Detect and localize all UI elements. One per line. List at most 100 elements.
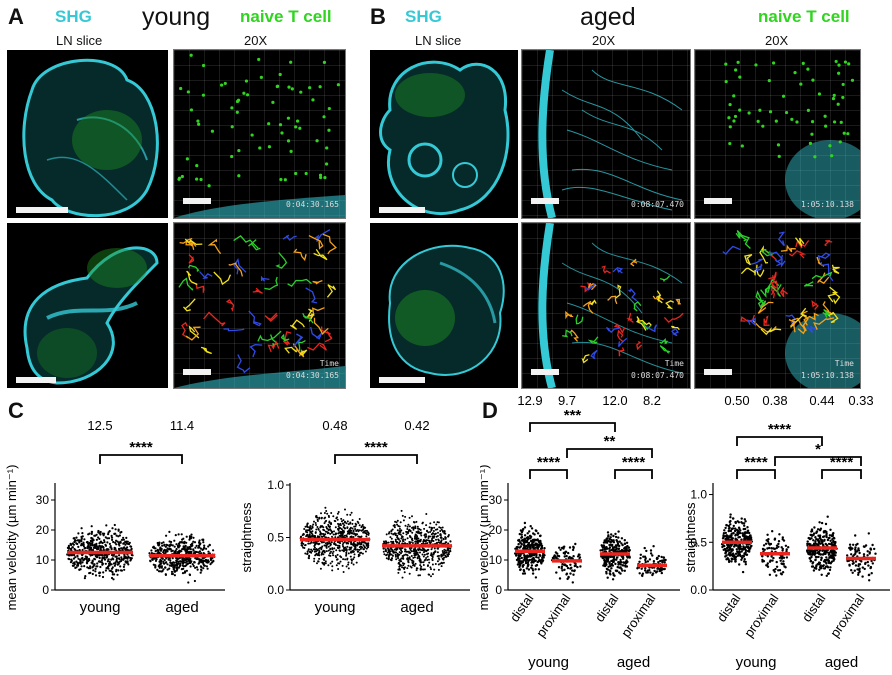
data-point [314, 532, 317, 534]
data-point [101, 532, 104, 535]
data-point [812, 544, 815, 547]
group-label: aged [825, 654, 858, 671]
data-point [425, 524, 428, 527]
data-point [607, 534, 610, 537]
data-point [113, 523, 116, 527]
data-point [817, 544, 820, 547]
time-label: Time [664, 359, 684, 368]
data-point [735, 548, 738, 551]
data-point [108, 560, 111, 563]
tcell-dot [795, 120, 799, 124]
tcell-dot [280, 131, 284, 135]
data-point [166, 568, 169, 571]
data-point [101, 575, 105, 579]
data-point [333, 542, 335, 545]
data-point [437, 563, 440, 566]
data-point [390, 548, 393, 551]
data-point [733, 543, 737, 547]
data-point [328, 526, 331, 529]
data-point [603, 559, 606, 562]
data-point [103, 556, 106, 559]
significance-bracket [99, 454, 183, 464]
data-point [439, 536, 442, 539]
data-point [404, 548, 406, 551]
data-point [313, 546, 316, 549]
data-point [402, 538, 405, 541]
data-point [436, 560, 439, 563]
data-point [825, 565, 828, 568]
cell-track [257, 330, 282, 342]
data-point [606, 531, 610, 534]
data-point [774, 567, 777, 571]
data-point [390, 540, 393, 543]
tcell-dot [324, 162, 329, 166]
data-point [609, 540, 612, 544]
data-point [534, 568, 537, 571]
data-point [766, 565, 770, 568]
panel-a-ln-slice-top [7, 50, 168, 218]
data-point [819, 564, 822, 567]
data-point [110, 558, 113, 561]
data-point [543, 547, 546, 550]
data-point [97, 530, 100, 533]
data-point [120, 569, 123, 572]
data-point [660, 555, 663, 559]
data-point [127, 556, 130, 559]
cell-track [267, 340, 280, 353]
tcell-dot [189, 53, 193, 57]
data-point [612, 539, 615, 542]
cell-track [186, 270, 198, 286]
data-point [357, 550, 360, 553]
significance-label: **** [744, 454, 768, 471]
panel-c-letter: C [8, 398, 24, 423]
data-point [118, 547, 121, 550]
cell-track [665, 300, 675, 310]
data-point [530, 527, 534, 530]
data-point [176, 544, 180, 547]
data-point [69, 547, 72, 550]
data-point [531, 572, 535, 575]
data-point [161, 569, 164, 572]
data-point [641, 572, 645, 575]
data-point [185, 551, 188, 554]
data-point [440, 554, 443, 557]
data-point [437, 568, 440, 571]
data-point [440, 561, 443, 564]
data-point [326, 527, 328, 530]
data-point [854, 534, 857, 537]
data-point [540, 547, 543, 550]
data-point [323, 522, 326, 525]
data-point [176, 560, 179, 563]
cell-track [601, 265, 611, 274]
data-point [113, 532, 116, 535]
data-point [857, 547, 860, 550]
data-point [727, 524, 731, 528]
data-point [187, 581, 190, 584]
data-point [565, 573, 568, 576]
data-point [518, 565, 521, 569]
data-point [821, 540, 824, 543]
data-point [618, 566, 621, 569]
data-point [209, 563, 212, 566]
cell-track [183, 298, 196, 312]
data-point [414, 540, 417, 543]
data-point [83, 565, 86, 568]
data-point [440, 565, 443, 568]
data-point [657, 561, 660, 564]
data-point [775, 565, 779, 568]
data-point [395, 558, 398, 561]
data-point [414, 562, 417, 565]
data-point [157, 542, 160, 545]
data-point [195, 566, 198, 569]
cell-track [671, 325, 680, 331]
data-point [89, 539, 92, 543]
data-point [779, 559, 782, 562]
data-point [93, 543, 96, 546]
data-point [524, 561, 528, 565]
data-point [532, 554, 536, 557]
data-point [350, 562, 353, 564]
data-point [578, 553, 581, 556]
data-point [125, 540, 128, 543]
data-point [120, 538, 124, 541]
cell-track [822, 308, 831, 318]
